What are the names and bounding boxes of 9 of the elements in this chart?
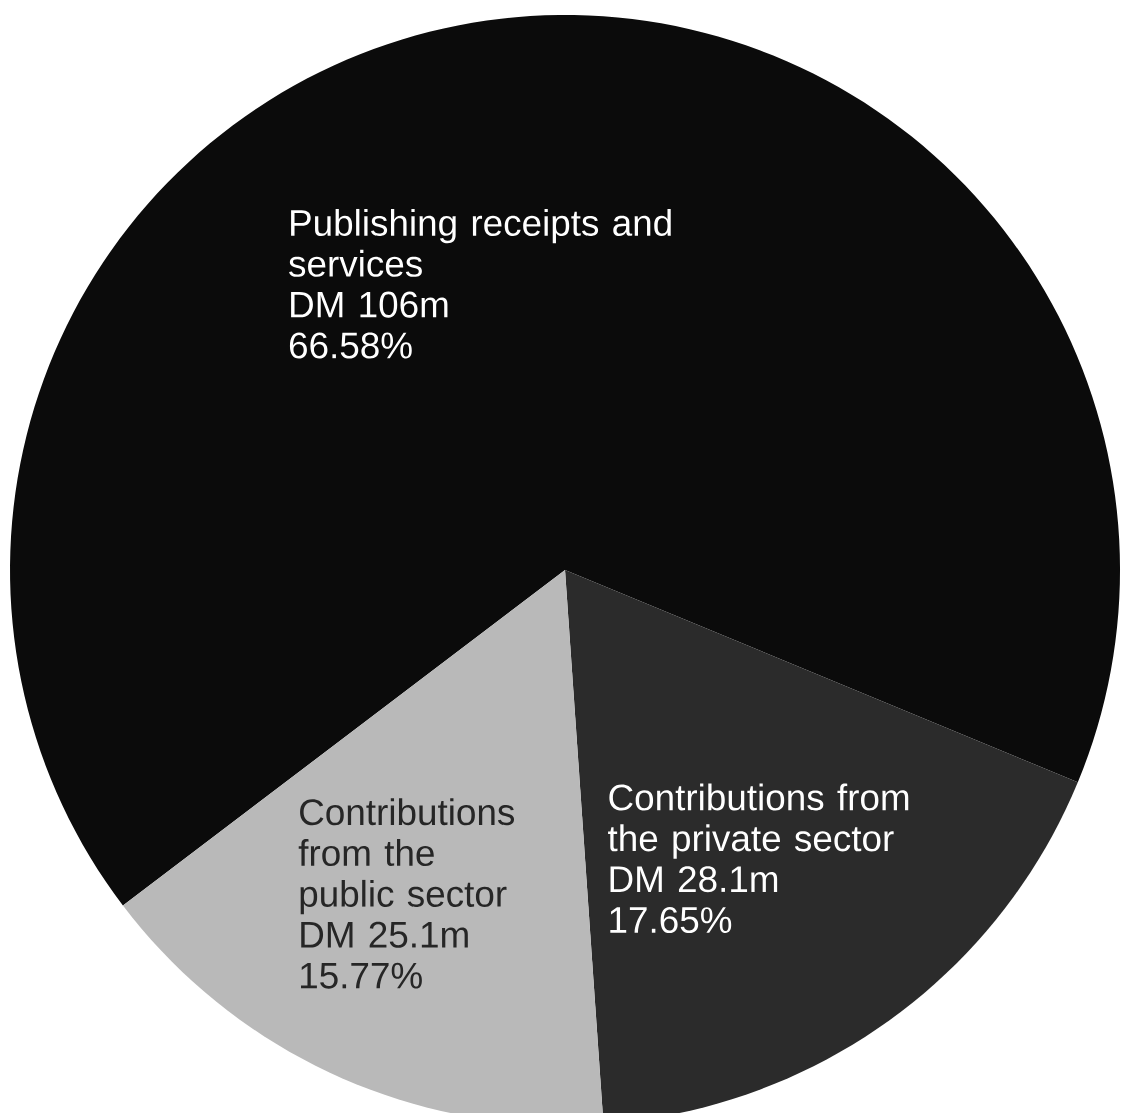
data-label: 17.65%	[610, 906, 732, 934]
slice-label: Contributions from the private sector	[608, 783, 909, 859]
text: DM 25.1m	[301, 921, 468, 948]
data-label: 66.58%	[289, 332, 412, 359]
text: DM 106m	[291, 291, 448, 318]
slice-label: Publishing receipts and services	[289, 208, 671, 277]
text: DM 28.1m	[610, 866, 778, 893]
data-label: 15.77%	[301, 962, 422, 989]
slice-label: Contributions from the public sector	[298, 798, 515, 915]
